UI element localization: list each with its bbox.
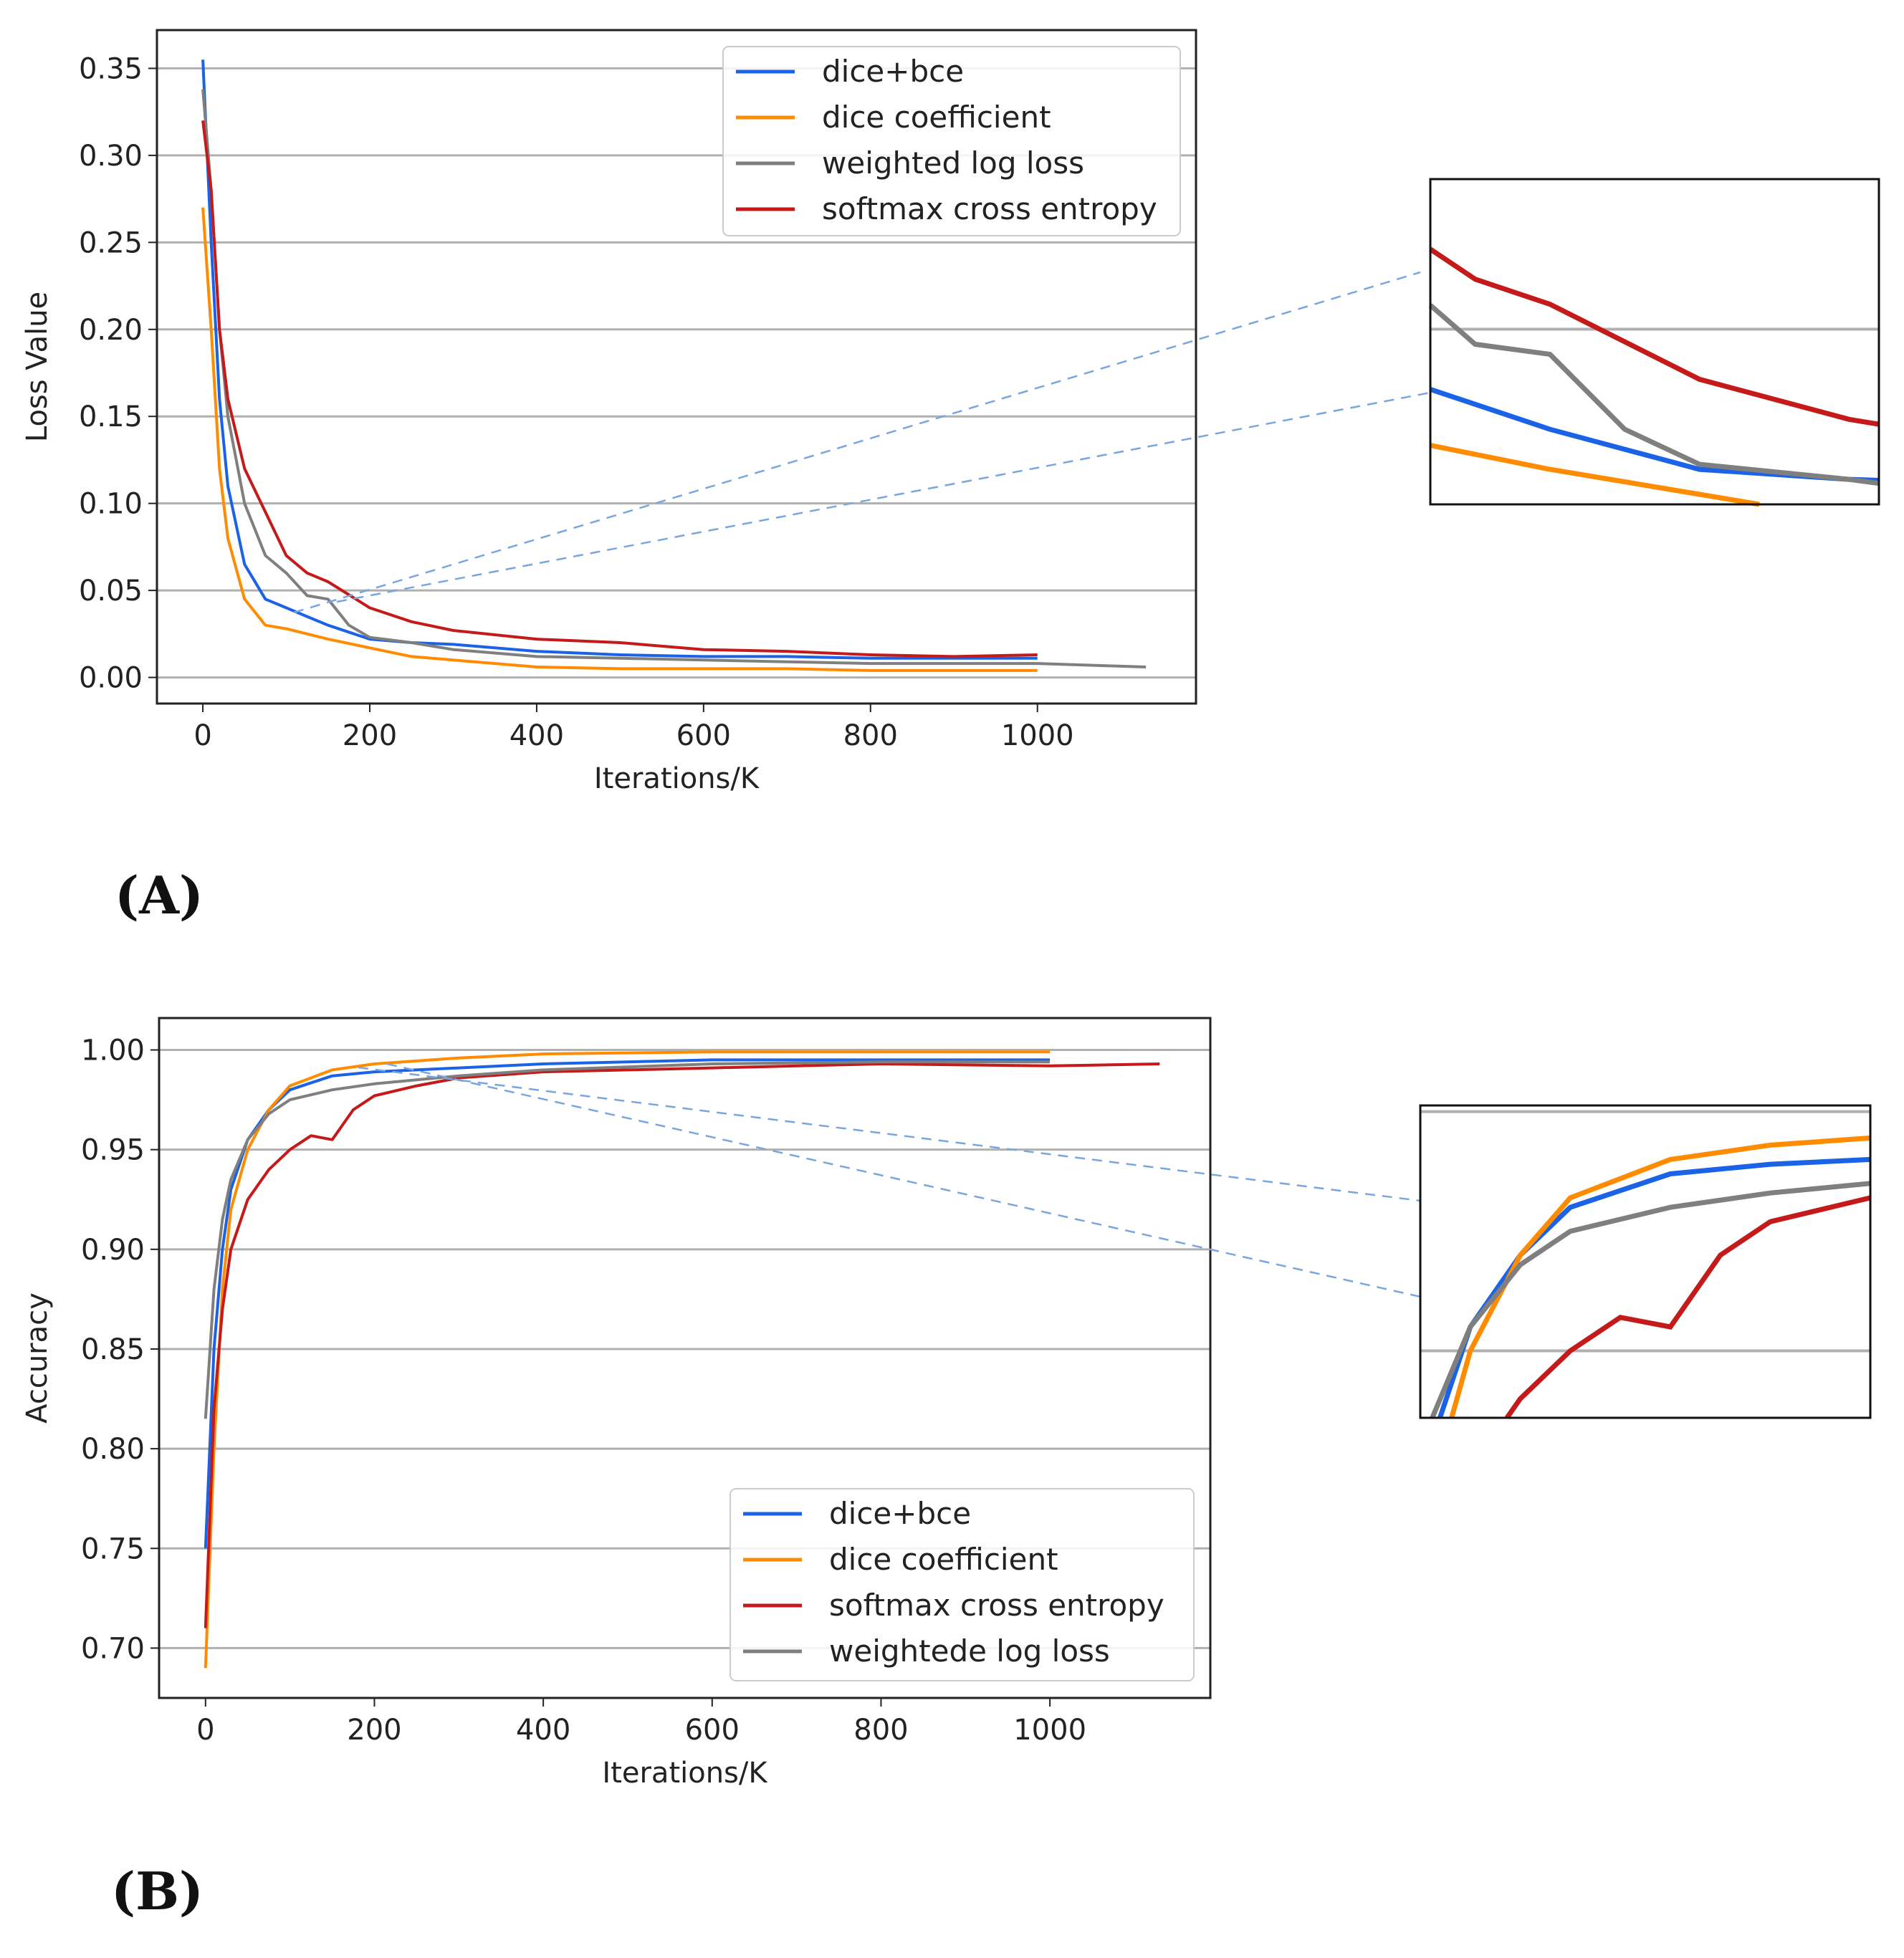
series-line-softmax-cross-entropy (201, 120, 1038, 658)
chart-0: 0.00 0.05 0.10 0.15 0.20 0.25 0.30 0.35 0 200 400 6… (21, 29, 1880, 926)
legend-label: weighted log loss (822, 145, 1084, 181)
series-lines (201, 59, 1147, 672)
legend-label: softmax cross entropy (829, 1588, 1164, 1623)
y-tick-label: 0.15 (79, 400, 143, 433)
zoom-connector (336, 391, 1431, 603)
series-line-dice-bce (201, 59, 1038, 660)
x-tick-label: 400 (510, 719, 564, 752)
chart-1: 0.70 0.75 0.80 0.85 0.90 0.95 1.00 0 200 400 600 80… (21, 1017, 1872, 1921)
series-line-dice-coefficient (201, 207, 1038, 672)
y-axis-label: Loss Value (21, 292, 54, 442)
legend-box (729, 1488, 1195, 1681)
x-tick-label: 0 (196, 1714, 214, 1747)
zoom-connector (293, 271, 1421, 614)
inset-frame (1429, 178, 1880, 506)
y-tick-label: 0.20 (79, 314, 143, 347)
zoom-connector (386, 1062, 1421, 1298)
y-tick-label: 0.25 (79, 226, 143, 259)
x-tick-label: 200 (343, 719, 397, 752)
plot-frame (156, 29, 1197, 705)
y-axis-label: Accuracy (21, 1292, 54, 1424)
y-tick-label: 0.85 (81, 1333, 145, 1366)
series-line-weighted-log-loss (201, 89, 1147, 668)
inset-background (1420, 1105, 1870, 1418)
legend: dice+bce dice coefficient softmax cross en… (729, 1488, 1195, 1681)
legend-label: dice coefficient (829, 1542, 1058, 1577)
series-line-weightede-log-loss (204, 1060, 1051, 1419)
inset-series-line (1430, 1181, 1871, 1419)
inset-series-line (1430, 443, 1760, 507)
x-tick-label: 0 (193, 719, 211, 752)
panel-label: (A) (115, 865, 204, 926)
y-tick-label: 0.00 (79, 662, 143, 695)
inset-series-line (1449, 1135, 1871, 1419)
y-tick-label: 0.35 (79, 52, 143, 85)
y-tick-label: 0.70 (81, 1632, 145, 1665)
series-lines (204, 1050, 1160, 1669)
series-line-dice-bce (204, 1058, 1051, 1549)
y-tick-label: 0.05 (79, 575, 143, 608)
y-tick-label: 1.00 (81, 1035, 145, 1067)
zoom-inset (1428, 178, 1880, 507)
x-tick-label: 800 (853, 1714, 908, 1747)
legend: dice+bce dice coefficient weighted log los… (722, 46, 1181, 236)
plot-frame (158, 1017, 1212, 1699)
inset-series-line (1429, 246, 1880, 427)
x-tick-label: 600 (676, 719, 731, 752)
y-tick-label: 0.90 (81, 1234, 145, 1267)
x-axis-label: Iterations/K (602, 1757, 768, 1790)
y-tick-label: 0.75 (81, 1532, 145, 1565)
y-tick-label: 0.95 (81, 1134, 145, 1167)
inset-series-line (1428, 303, 1880, 486)
x-tick-label: 1000 (1013, 1714, 1086, 1747)
series-line-softmax-cross-entropy (204, 1062, 1160, 1628)
y-tick-label: 0.30 (79, 140, 143, 173)
series-line-dice-coefficient (204, 1050, 1051, 1669)
inset-background (1430, 179, 1879, 504)
x-tick-label: 200 (347, 1714, 401, 1747)
inset-series-line (1505, 1195, 1871, 1420)
inset-frame (1419, 1104, 1872, 1419)
y-tick-label: 0.80 (81, 1433, 145, 1466)
legend-label: dice+bce (822, 54, 964, 89)
x-tick-label: 1000 (1001, 719, 1074, 752)
y-tick-label: 0.10 (79, 488, 143, 521)
legend-label: dice+bce (829, 1496, 971, 1531)
panel-label: (B) (111, 1861, 204, 1921)
legend-label: dice coefficient (822, 100, 1051, 135)
x-axis-label: Iterations/K (594, 762, 760, 795)
legend-label: softmax cross entropy (822, 191, 1157, 226)
zoom-connector (358, 1066, 1421, 1202)
legend-box (722, 46, 1181, 236)
zoom-inset (1419, 1104, 1872, 1420)
legend-label: weightede log loss (829, 1633, 1110, 1669)
x-tick-label: 600 (685, 1714, 740, 1747)
x-tick-label: 400 (516, 1714, 570, 1747)
x-tick-label: 800 (843, 719, 898, 752)
